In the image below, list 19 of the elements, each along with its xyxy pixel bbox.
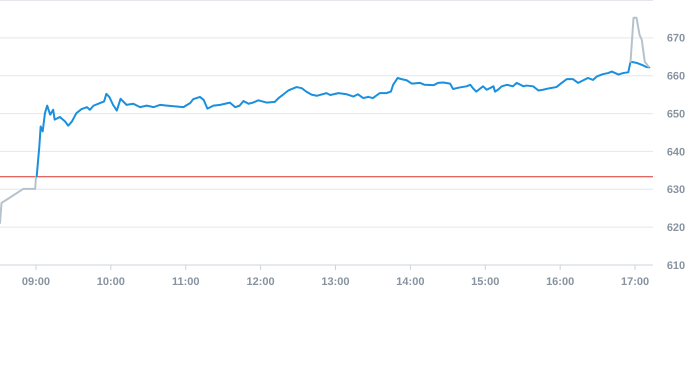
x-tick-label: 16:00 <box>546 276 574 288</box>
line-series <box>630 16 650 68</box>
y-tick-label: 630 <box>666 184 686 196</box>
x-tick-label: 15:00 <box>471 276 500 288</box>
x-tick-label: 17:00 <box>620 276 650 288</box>
y-tick-label: 610 <box>666 260 686 272</box>
line-series <box>36 60 650 178</box>
y-tick-label: 620 <box>666 222 686 234</box>
x-tick-label: 11:00 <box>172 276 200 288</box>
x-tick-label: 13:00 <box>321 276 350 288</box>
x-tick-label: 09:00 <box>22 276 50 288</box>
y-tick-label: 640 <box>666 146 686 158</box>
y-tick-label: 650 <box>666 108 686 120</box>
x-tick-label: 10:00 <box>96 276 125 288</box>
x-tick-label: 12:00 <box>246 276 275 288</box>
y-tick-label: 670 <box>666 32 686 45</box>
line-series <box>0 176 37 224</box>
x-tick-label: 14:00 <box>396 276 424 288</box>
y-tick-label: 660 <box>666 70 686 83</box>
